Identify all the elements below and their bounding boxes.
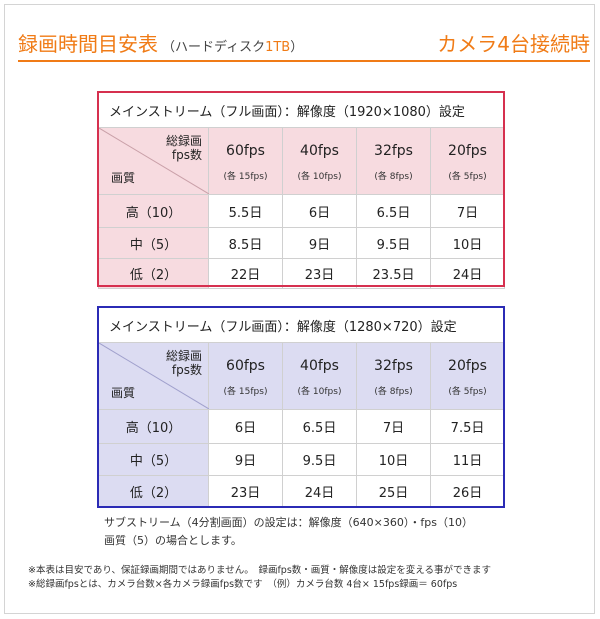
column-header: 32fps (各 8fps) [356,127,431,195]
page-subtitle: （ハードディスク1TB） [162,40,303,55]
column-header: 32fps (各 8fps) [356,342,431,410]
table-cell: 24日 [429,258,506,289]
column-header: 60fps (各 15fps) [208,127,283,195]
footnote-line1: ※本表は目安であり、保証録画期間ではありません。 録画fps数・画質・解像度は設… [28,565,491,576]
column-header: 40fps (各 10fps) [282,342,357,410]
title-text: 録画時間目安表 [18,32,158,56]
table-row: 中（5） 9日 9.5日 10日 11日 [98,443,506,476]
row-label: 低（2） [98,475,209,508]
column-header: 20fps (各 5fps) [429,342,506,410]
recording-table-720: メインストリーム（フル画面）：解像度（1280×720）設定 総録画 fps数 … [97,307,506,508]
table-cell: 6.5日 [282,409,357,444]
table-cell: 11日 [429,443,506,476]
table-cell: 26日 [429,475,506,508]
column-header: 40fps (各 10fps) [282,127,357,195]
table-row: 中（5） 8.5日 9日 9.5日 10日 [98,227,506,259]
diagonal-line [99,128,209,194]
table-cell: 7.5日 [429,409,506,444]
camera-count-title: カメラ4台接続時 [437,32,590,56]
table-row: 低（2） 22日 23日 23.5日 24日 [98,258,506,289]
table-cell: 23.5日 [356,258,431,289]
table-cell: 7日 [429,194,506,228]
row-label: 低（2） [98,258,209,289]
footnote-line2: ※総録画fpsとは、カメラ台数×各カメラ録画fps数です （例）カメラ台数 4台… [28,579,458,590]
table-cell: 10日 [429,227,506,259]
table-cell: 9日 [282,227,357,259]
subtitle-post: ） [290,40,304,55]
page-header: 録画時間目安表 （ハードディスク1TB） カメラ4台接続時 [18,28,590,60]
table-cell: 24日 [282,475,357,508]
corner-fps-label: 総録画 fps数 [165,134,202,162]
table-caption: メインストリーム（フル画面）：解像度（1920×1080）設定 [97,92,506,128]
corner-header: 総録画 fps数 画質 [98,127,209,195]
corner-fps-label: 総録画 fps数 [165,349,202,377]
subtitle-capacity: 1TB [265,40,291,55]
table-cell: 6日 [208,409,283,444]
table-row: 高（10） 5.5日 6日 6.5日 7日 [98,194,506,228]
row-label: 中（5） [98,443,209,476]
column-header: 20fps (各 5fps) [429,127,506,195]
substream-note-line1: サブストリーム（4分割画面）の設定は：解像度（640×360）・fps（10） [104,516,473,529]
table-cell: 6.5日 [356,194,431,228]
substream-note-line2: 画質（5）の場合とします。 [104,534,242,547]
row-label: 中（5） [98,227,209,259]
column-header: 60fps (各 15fps) [208,342,283,410]
corner-header: 総録画 fps数 画質 [98,342,209,410]
table-cell: 23日 [282,258,357,289]
recording-table-1080: メインストリーム（フル画面）：解像度（1920×1080）設定 総録画 fps数… [97,92,506,289]
table-cell: 7日 [356,409,431,444]
corner-quality-label: 画質 [111,171,136,185]
table-cell: 22日 [208,258,283,289]
table-cell: 8.5日 [208,227,283,259]
table-cell: 10日 [356,443,431,476]
header-divider [18,60,590,62]
substream-note: サブストリーム（4分割画面）の設定は：解像度（640×360）・fps（10） … [104,514,473,550]
table-cell: 23日 [208,475,283,508]
footnotes: ※本表は目安であり、保証録画期間ではありません。 録画fps数・画質・解像度は設… [28,564,491,592]
table-cell: 9日 [208,443,283,476]
row-label: 高（10） [98,194,209,228]
table-row: 低（2） 23日 24日 25日 26日 [98,475,506,508]
row-label: 高（10） [98,409,209,444]
diagonal-line [99,343,209,409]
subtitle-pre: （ハードディスク [162,40,266,55]
page-title: 録画時間目安表 （ハードディスク1TB） [18,28,303,57]
table-cell: 9.5日 [282,443,357,476]
corner-quality-label: 画質 [111,386,136,400]
table-cell: 25日 [356,475,431,508]
table-cell: 5.5日 [208,194,283,228]
table-cell: 9.5日 [356,227,431,259]
table-caption: メインストリーム（フル画面）：解像度（1280×720）設定 [97,307,506,343]
table-row: 高（10） 6日 6.5日 7日 7.5日 [98,409,506,444]
table-cell: 6日 [282,194,357,228]
